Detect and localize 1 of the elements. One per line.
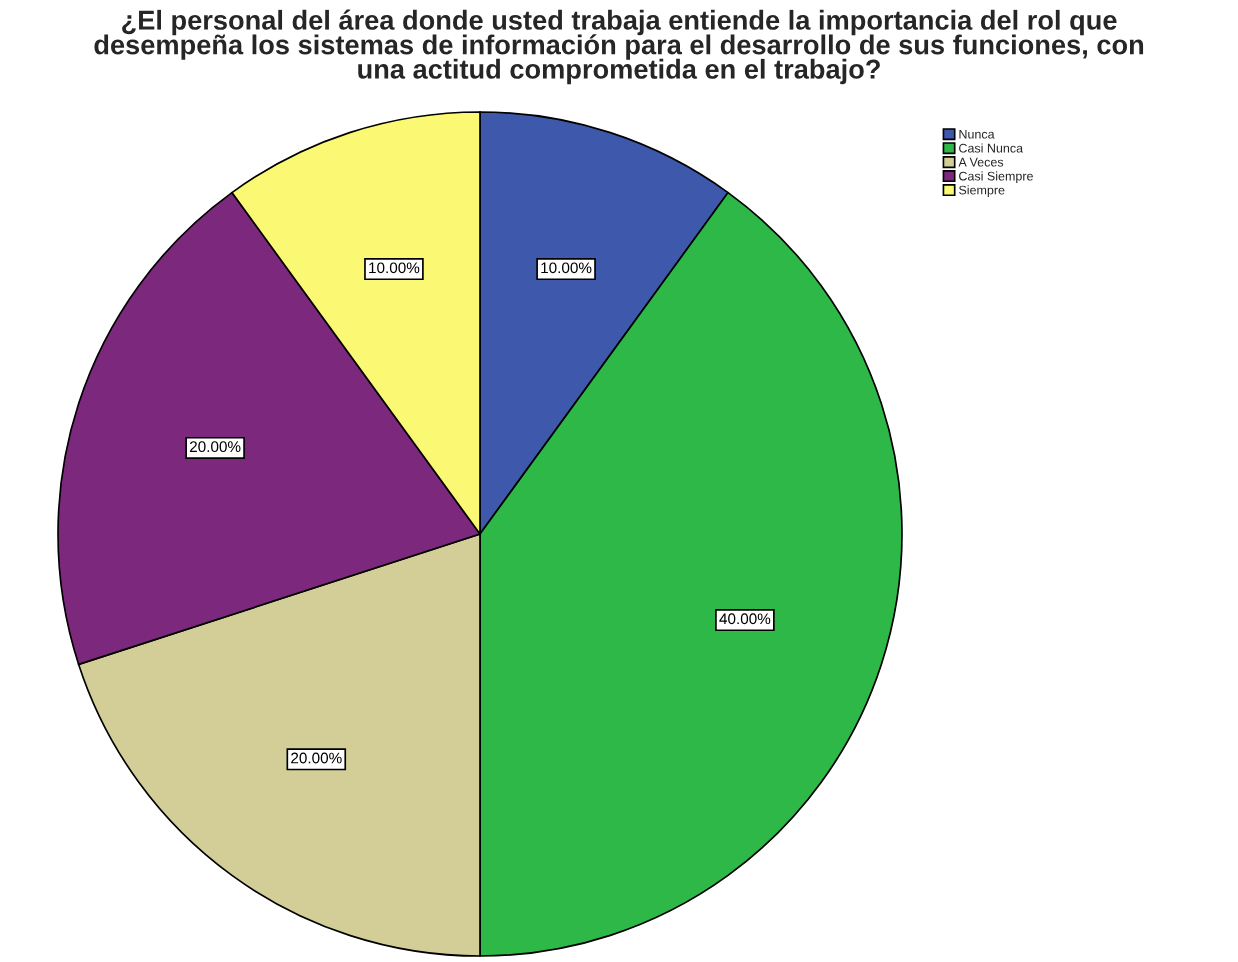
chart-title: ¿El personal del área donde usted trabaja entiende la importancia del rol que desempeña los sistemas de información para el desarrollo de sus funciones, con una actitud comprometida en el trabajo?	[94, 9, 1144, 85]
